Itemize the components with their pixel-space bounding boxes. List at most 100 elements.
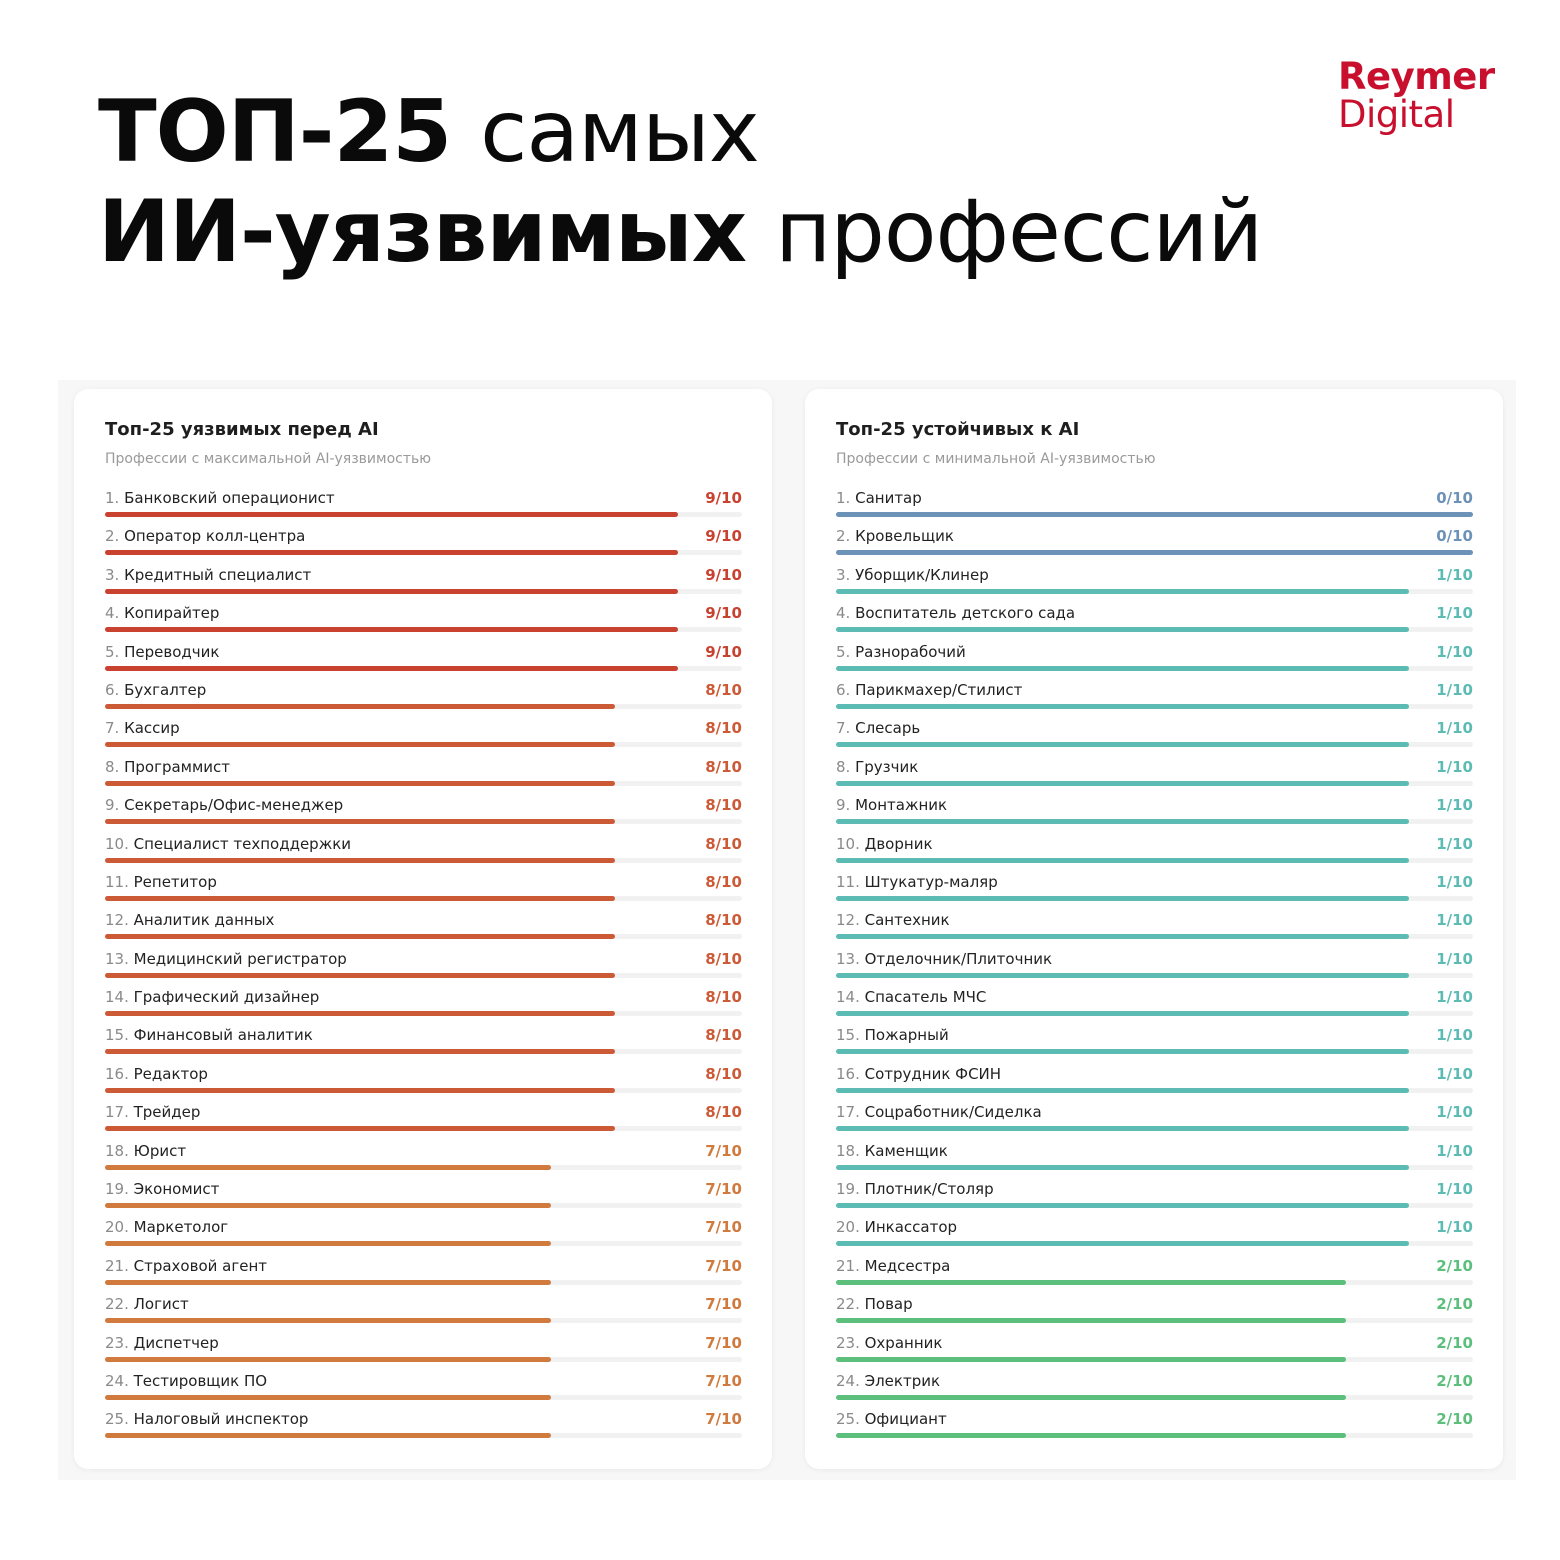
bar-row: 5. Разнорабочий 1/10 [836, 643, 1473, 681]
score-label: 2/10 [1436, 1333, 1473, 1352]
bar-row: 17. Трейдер 8/10 [105, 1103, 742, 1141]
score-label: 7/10 [705, 1371, 742, 1390]
rank-number: 21. [836, 1256, 865, 1275]
resilient-chart-card: Топ-25 устойчивых к AI Профессии с миним… [805, 389, 1503, 1469]
rank-number: 20. [105, 1218, 134, 1237]
bar-track [836, 1164, 1473, 1170]
bar-track [836, 819, 1473, 825]
bar-label: 18. Каменщик [836, 1142, 948, 1160]
bar-fill [836, 895, 1410, 901]
bar-fill [836, 934, 1410, 940]
bar-track [105, 1318, 742, 1324]
bar-row: 4. Копирайтер 9/10 [105, 604, 742, 642]
bar-label: 15. Финансовый аналитик [105, 1026, 313, 1044]
score-label: 7/10 [705, 1180, 742, 1199]
rank-number: 8. [105, 757, 125, 776]
bar-label: 9. Секретарь/Офис-менеджер [105, 796, 343, 814]
rank-number: 15. [105, 1026, 134, 1045]
profession-name: Штукатур-маляр [864, 872, 998, 891]
bar-label: 2. Оператор колл-центра [105, 527, 305, 545]
score-label: 8/10 [705, 1103, 742, 1122]
profession-name: Специалист техподдержки [133, 834, 352, 853]
profession-name: Парикмахер/Стилист [855, 680, 1023, 699]
bar-track [105, 550, 742, 556]
score-label: 8/10 [705, 949, 742, 968]
bar-fill [105, 512, 679, 517]
bar-track [836, 742, 1473, 748]
bar-fill [105, 857, 615, 863]
bar-fill [105, 550, 679, 556]
bar-track [836, 857, 1473, 863]
headline-line-1-regular: самых [480, 82, 760, 182]
score-label: 1/10 [1436, 1103, 1473, 1122]
score-label: 8/10 [705, 1064, 742, 1083]
bar-fill [105, 627, 679, 633]
score-label: 1/10 [1436, 834, 1473, 853]
bar-track [836, 512, 1473, 517]
bar-label: 6. Парикмахер/Стилист [836, 681, 1022, 699]
bar-track [105, 934, 742, 940]
bar-fill [105, 1394, 551, 1400]
bar-label: 3. Уборщик/Клинер [836, 566, 989, 584]
bar-label: 19. Плотник/Столяр [836, 1180, 994, 1198]
profession-name: Спасатель МЧС [864, 988, 987, 1007]
profession-name: Медсестра [864, 1256, 951, 1275]
bar-label: 9. Монтажник [836, 796, 947, 814]
rank-number: 1. [105, 489, 125, 507]
bar-row: 23. Охранник 2/10 [836, 1334, 1473, 1372]
bar-fill [105, 972, 615, 978]
bar-label: 7. Слесарь [836, 719, 920, 737]
bar-label: 22. Логист [105, 1295, 189, 1313]
bar-fill [105, 895, 615, 901]
profession-name: Санитар [855, 489, 922, 507]
score-label: 9/10 [705, 565, 742, 584]
bar-row: 10. Дворник 1/10 [836, 835, 1473, 873]
bar-row: 8. Грузчик 1/10 [836, 758, 1473, 796]
profession-name: Графический дизайнер [133, 988, 320, 1007]
rank-number: 15. [836, 1026, 865, 1045]
bar-label: 8. Программист [105, 758, 230, 776]
bar-track [836, 703, 1473, 709]
bar-label: 25. Налоговый инспектор [105, 1410, 308, 1428]
score-label: 0/10 [1436, 489, 1473, 507]
profession-name: Финансовый аналитик [133, 1026, 313, 1045]
profession-name: Официант [864, 1410, 947, 1429]
score-label: 1/10 [1436, 872, 1473, 891]
bar-label: 24. Тестировщик ПО [105, 1372, 267, 1390]
bar-label: 13. Отделочник/Плиточник [836, 950, 1052, 968]
bar-label: 20. Инкассатор [836, 1218, 957, 1236]
bar-track [105, 895, 742, 901]
bar-label: 21. Страховой агент [105, 1257, 267, 1275]
rank-number: 23. [105, 1333, 134, 1352]
bar-fill [836, 1126, 1410, 1132]
bar-track [105, 1164, 742, 1170]
score-label: 1/10 [1436, 1180, 1473, 1199]
bar-fill [836, 1318, 1346, 1324]
profession-name: Кредитный специалист [124, 565, 312, 584]
rank-number: 23. [836, 1333, 865, 1352]
bar-label: 22. Повар [836, 1295, 913, 1313]
score-label: 1/10 [1436, 642, 1473, 661]
rank-number: 7. [836, 719, 856, 738]
chart-title: Топ-25 устойчивых к AI [836, 419, 1080, 440]
bar-track [836, 1356, 1473, 1362]
bar-row: 5. Переводчик 9/10 [105, 643, 742, 681]
profession-name: Трейдер [133, 1103, 201, 1122]
bar-label: 19. Экономист [105, 1180, 219, 1198]
bar-track [105, 1203, 742, 1209]
rank-number: 18. [836, 1141, 865, 1160]
rank-number: 2. [836, 527, 856, 546]
bar-track [836, 934, 1473, 940]
headline-line-1: ТОП-25 самых [98, 82, 1262, 182]
bar-row: 2. Оператор колл-центра 9/10 [105, 527, 742, 565]
rank-number: 20. [836, 1218, 865, 1237]
profession-name: Соцработник/Сиделка [864, 1103, 1042, 1122]
bar-fill [105, 1049, 615, 1055]
score-label: 8/10 [705, 796, 742, 815]
bar-row: 13. Медицинский регистратор 8/10 [105, 950, 742, 988]
bar-row: 24. Тестировщик ПО 7/10 [105, 1372, 742, 1410]
bar-fill [105, 703, 615, 709]
score-label: 8/10 [705, 680, 742, 699]
bar-track [836, 627, 1473, 633]
bar-fill [105, 1011, 615, 1017]
